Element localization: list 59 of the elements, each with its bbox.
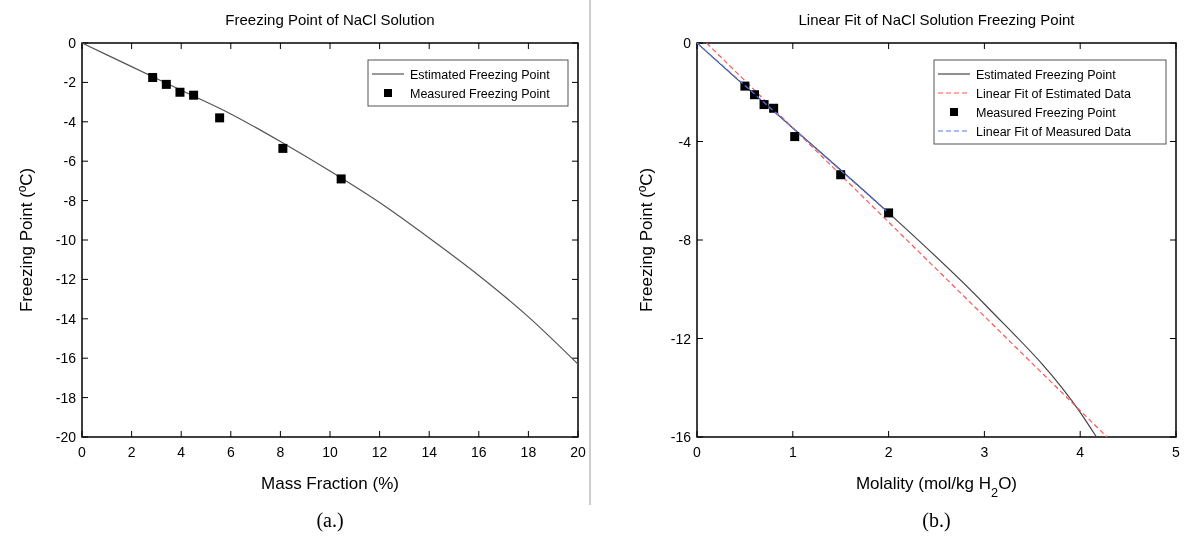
x-tick-label: 0 <box>693 444 702 460</box>
x-tick-label: 20 <box>570 444 586 460</box>
point <box>215 113 225 123</box>
x-tick-label: 0 <box>78 444 87 460</box>
legend-label: Measured Freezing Point <box>410 86 551 101</box>
point <box>759 100 769 110</box>
line-series <box>81 42 579 365</box>
point <box>189 90 199 100</box>
y-tick-label: -4 <box>63 113 77 130</box>
y-tick-label: -12 <box>55 271 77 288</box>
point <box>790 132 800 142</box>
y-tick-label: -2 <box>63 74 77 91</box>
x-tick-label: 4 <box>1076 444 1085 460</box>
point <box>336 174 346 184</box>
x-axis-title: Molality (mol/kg H$_{2}$O) <box>855 474 1018 500</box>
x-tick-label: 2 <box>884 444 893 460</box>
legend-label: Estimated Freezing Point <box>976 67 1117 82</box>
y-tick-label: -16 <box>55 350 77 367</box>
y-tick-label: -18 <box>55 389 77 406</box>
point <box>175 87 185 97</box>
y-tick-label: -8 <box>63 192 77 209</box>
y-tick-label: -6 <box>63 153 77 170</box>
x-tick-label: 2 <box>127 444 136 460</box>
legend-label: Estimated Freezing Point <box>410 67 551 82</box>
x-tick-label: 18 <box>520 444 537 460</box>
y-tick-label: -8 <box>678 232 692 248</box>
y-tick-label: 0 <box>683 35 692 51</box>
x-tick-label: 1 <box>788 444 797 460</box>
x-tick-label: 8 <box>276 444 285 460</box>
x-tick-label: 14 <box>421 444 438 460</box>
x-tick-label: 3 <box>980 444 989 460</box>
y-tick-label: 0 <box>68 35 77 51</box>
x-tick-label: 12 <box>371 444 388 460</box>
chart-title: Freezing Point of NaCl Solution <box>225 11 435 28</box>
x-tick-label: 4 <box>177 444 186 460</box>
x-tick-label: 6 <box>226 444 235 460</box>
legend-label: Linear Fit of Measured Data <box>976 124 1131 139</box>
legend-label: Linear Fit of Estimated Data <box>976 86 1131 101</box>
y-tick-label: -4 <box>678 133 692 150</box>
legend-label: Measured Freezing Point <box>976 105 1117 120</box>
chart-title: Linear Fit of NaCl Solution Freezing Point <box>798 11 1076 28</box>
point <box>148 72 158 82</box>
y-tick-label: -12 <box>670 330 692 347</box>
y-tick-label: -16 <box>670 429 692 445</box>
text: (a.) <box>316 509 344 532</box>
point <box>278 143 288 153</box>
x-tick-label: 16 <box>471 444 487 460</box>
x-tick-label: 10 <box>322 444 338 460</box>
point <box>884 208 894 218</box>
y-tick-label: -20 <box>55 429 77 445</box>
y-axis-title: Freezing Point (ºC) <box>637 167 656 313</box>
x-tick-label: 5 <box>1172 444 1181 460</box>
point <box>161 79 171 89</box>
x-axis-title: Mass Fraction (%) <box>261 474 399 493</box>
y-axis-title: Freezing Point (ºC) <box>17 167 36 313</box>
text: (b.) <box>922 509 951 532</box>
y-tick-label: -14 <box>55 310 77 327</box>
y-tick-label: -10 <box>55 232 77 248</box>
point <box>836 170 846 180</box>
